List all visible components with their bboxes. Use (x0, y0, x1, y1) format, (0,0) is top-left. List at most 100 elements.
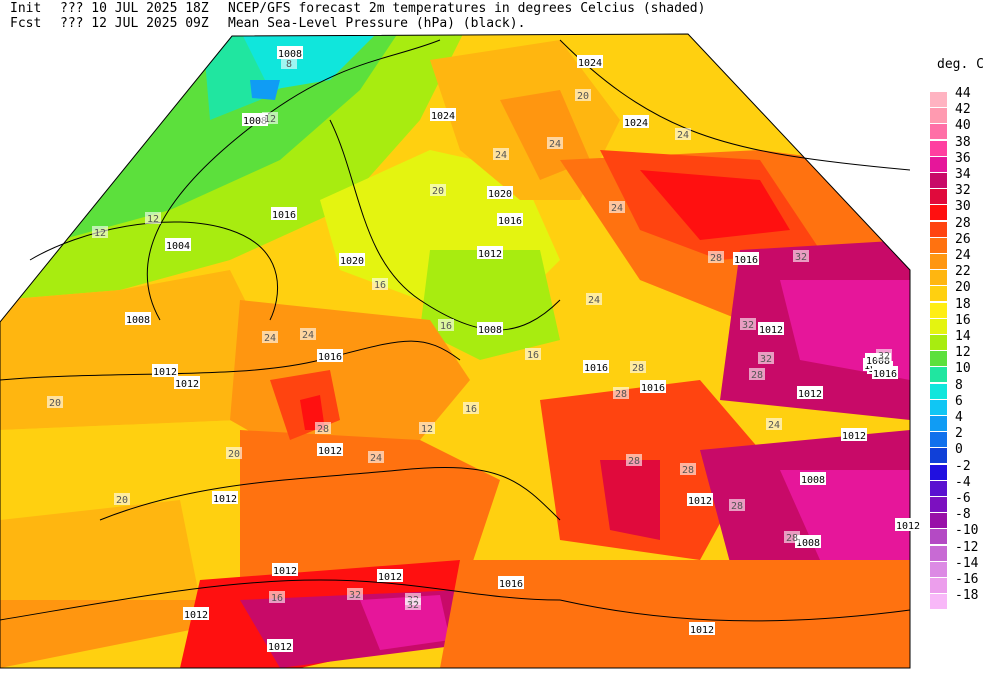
svg-text:28: 28 (615, 389, 627, 400)
isobar-label: 1012 (317, 443, 343, 457)
init-time: ??? 10 JUL 2025 18Z (60, 1, 209, 16)
isobar-label: 1016 (583, 360, 609, 374)
svg-text:1016: 1016 (499, 579, 523, 590)
svg-text:24: 24 (768, 420, 780, 431)
colorbar-swatch (930, 189, 947, 205)
fcst-time: ??? 12 JUL 2025 09Z (60, 16, 209, 31)
temperature-label: 12 (92, 226, 108, 239)
colorbar-label: 42 (955, 102, 971, 118)
isobar-label: 1008 (795, 535, 821, 549)
svg-text:8: 8 (286, 59, 292, 70)
temperature-label: 16 (269, 591, 285, 604)
isobar-label: 1004 (165, 238, 191, 252)
colorbar-swatch (930, 221, 947, 237)
colorbar-label: -4 (955, 474, 971, 490)
isobar-label: 1008 (277, 46, 303, 60)
svg-text:20: 20 (49, 398, 61, 409)
temperature-label: 24 (675, 128, 691, 141)
temperature-label: 24 (586, 293, 602, 306)
svg-text:1016: 1016 (641, 383, 665, 394)
svg-text:16: 16 (374, 280, 386, 291)
isobar-label: 1012 (152, 364, 178, 378)
temperature-label: 16 (525, 348, 541, 361)
isobar-label: 1012 (895, 518, 921, 532)
isobar-label: 1016 (498, 576, 524, 590)
svg-text:32: 32 (349, 590, 361, 601)
svg-text:1004: 1004 (166, 241, 190, 252)
svg-text:1012: 1012 (378, 572, 402, 583)
colorbar-swatch (930, 367, 947, 383)
colorbar-swatch (930, 335, 947, 350)
temperature-label: 28 (315, 422, 331, 435)
temperature-label: 28 (626, 454, 642, 467)
colorbar-label: 0 (955, 442, 963, 458)
svg-text:1024: 1024 (578, 58, 602, 69)
svg-text:12: 12 (421, 424, 433, 435)
isobar-label: 1012 (183, 607, 209, 621)
svg-text:1008: 1008 (796, 538, 820, 549)
colorbar-swatch (930, 205, 947, 221)
svg-text:12: 12 (147, 214, 159, 225)
temperature-label: 20 (114, 493, 130, 506)
colorbar-label: 30 (955, 199, 971, 215)
temperature-label: 28 (784, 531, 800, 544)
colorbar-swatch (930, 513, 947, 529)
temperature-label: 24 (262, 331, 278, 344)
svg-text:28: 28 (682, 465, 694, 476)
temperature-label: 24 (547, 137, 563, 150)
svg-text:1016: 1016 (734, 255, 758, 266)
colorbar-label: 4 (955, 410, 963, 425)
colorbar-label: 10 (955, 361, 971, 377)
temperature-label: 32 (758, 352, 774, 365)
colorbar-label: 44 (955, 86, 971, 101)
isobar-label: 1024 (623, 115, 649, 129)
isobar-label: 1012 (212, 491, 238, 505)
svg-text:1012: 1012 (759, 325, 783, 336)
temperature-label: 20 (226, 447, 242, 460)
colorbar-swatch (930, 464, 947, 480)
svg-text:32: 32 (742, 320, 754, 331)
svg-text:24: 24 (677, 130, 689, 141)
svg-text:20: 20 (432, 186, 444, 197)
isobar-label: 1012 (267, 639, 293, 653)
svg-text:28: 28 (710, 253, 722, 264)
temperature-label: 32 (347, 588, 363, 601)
colorbar-label: -10 (955, 523, 979, 539)
title-line-1: NCEP/GFS forecast 2m temperatures in deg… (228, 1, 706, 16)
temperature-label: 20 (575, 89, 591, 102)
svg-text:20: 20 (577, 91, 589, 102)
colorbar-label: 36 (955, 150, 971, 166)
colorbar-swatch (930, 383, 947, 399)
svg-text:1012: 1012 (478, 249, 502, 260)
colorbar-label: 32 (955, 183, 971, 199)
temperature-label: 12 (419, 422, 435, 435)
colorbar-swatch (930, 173, 947, 188)
colorbar-swatch (930, 497, 947, 512)
isobar-label: 1016 (872, 366, 898, 380)
isobars (0, 39, 911, 622)
colorbar-swatch (930, 156, 947, 172)
isobar-label: 1008 (477, 322, 503, 336)
svg-text:28: 28 (731, 501, 743, 512)
colorbar-swatch (930, 302, 947, 318)
temperature-label: 16 (372, 278, 388, 291)
colorbar-label: 40 (955, 118, 971, 134)
temperature-label: 24 (368, 451, 384, 464)
temperature-label: 24 (609, 201, 625, 214)
svg-text:12: 12 (264, 114, 276, 125)
svg-text:24: 24 (588, 295, 600, 306)
svg-text:1012: 1012 (184, 610, 208, 621)
colorbar-swatch (930, 318, 947, 334)
isobar-label: 1016 (497, 213, 523, 227)
title-line-2: Mean Sea-Level Pressure (hPa) (black). (228, 16, 526, 31)
temperature-label: 28 (749, 368, 765, 381)
svg-text:1012: 1012 (268, 642, 292, 653)
svg-text:1016: 1016 (584, 363, 608, 374)
svg-text:16: 16 (271, 593, 283, 604)
colorbar-swatch (930, 594, 947, 610)
fcst-label: Fcst (10, 16, 42, 31)
isobar-label: 1012 (758, 322, 784, 336)
svg-text:1012: 1012 (896, 521, 920, 532)
temperature-label: 28 (630, 361, 646, 374)
